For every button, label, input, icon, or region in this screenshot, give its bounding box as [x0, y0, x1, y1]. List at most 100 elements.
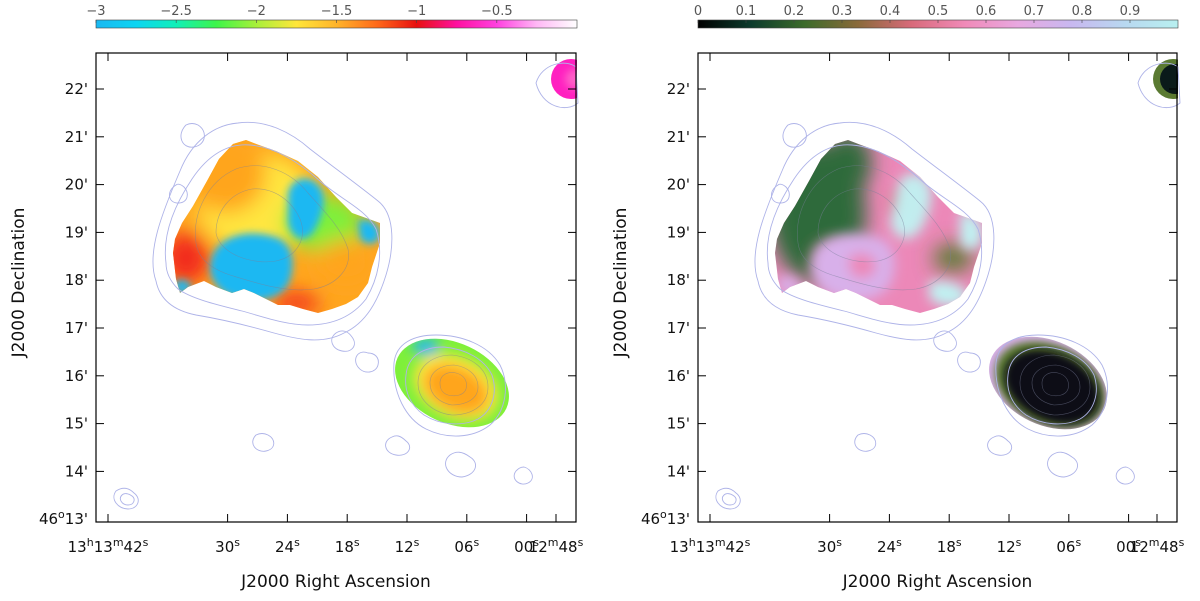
y-tick-label: 17'	[65, 319, 88, 337]
y-tick-label: 15'	[667, 415, 690, 433]
contour-line-inner	[417, 354, 489, 416]
x-tick-unit: m	[548, 536, 559, 549]
plot-frame	[95, 52, 577, 523]
contour-line	[385, 435, 410, 456]
contour-line	[355, 351, 379, 373]
contour-line-inner	[215, 188, 303, 263]
right-map-region-main	[775, 140, 982, 313]
y-tick-label: 14'	[65, 462, 88, 480]
x-tick-value: 13	[94, 538, 113, 556]
contour-line	[1047, 451, 1078, 478]
right-map-region-ellipse	[974, 323, 1122, 448]
x-tick-unit: m	[715, 536, 726, 549]
x-tick-value: 18	[335, 538, 354, 556]
x-tick-unit: s	[143, 536, 149, 549]
x-tick-value: 06	[1056, 538, 1075, 556]
contour-line	[252, 433, 275, 452]
contour-line	[393, 334, 506, 437]
contour-line	[119, 493, 135, 506]
contour-line	[152, 121, 393, 341]
colorbar-tick-label: 0.2	[784, 4, 805, 19]
y-tick-label-first: 46o13'	[39, 508, 88, 528]
contour-line	[169, 183, 188, 204]
contour-line	[957, 351, 981, 373]
x-tick-value: 06	[454, 538, 473, 556]
x-tick-label: 30s	[817, 536, 842, 556]
x-tick-unit: s	[533, 536, 539, 549]
contour-line	[782, 123, 807, 148]
contour-line	[180, 123, 205, 148]
y-tick-label: 22'	[65, 80, 88, 98]
y-tick-label: 14'	[667, 462, 690, 480]
y-tick-label: 15'	[65, 415, 88, 433]
colorbar-tick-label: −0.5	[481, 4, 513, 19]
colorbar-tick-label: 0.6	[976, 4, 997, 19]
x-tick-value: 42	[124, 538, 143, 556]
y-tick-min: 13'	[65, 510, 88, 528]
x-tick-unit: s	[1135, 536, 1141, 549]
contour-line	[771, 183, 790, 204]
colorbar-tick-label: −2	[247, 4, 266, 19]
x-tick-label: 13h13m42s	[68, 536, 149, 556]
y-tick-deg: 46	[641, 510, 660, 528]
y-axis-title: J2000 Declination	[9, 208, 29, 359]
y-tick-label: 20'	[65, 176, 88, 194]
contour-line	[331, 330, 355, 352]
colorbar-tick-label: 0.1	[736, 4, 757, 19]
x-tick-value: 42	[726, 538, 745, 556]
contour-line-inner	[195, 165, 349, 291]
x-tick-value: 48	[558, 538, 577, 556]
colorbar-tick-label: −3	[86, 4, 105, 19]
x-tick-value: 12	[529, 538, 548, 556]
y-tick-label: 16'	[667, 367, 690, 385]
x-tick-label: 00s	[514, 536, 539, 556]
x-tick-value: 12	[395, 538, 414, 556]
contour-line-inner	[817, 188, 905, 263]
axes-right: 13h13m42s 30s 24s 18s 12s 06s 00s12m48s22'21'2…	[611, 53, 1185, 592]
contour-line-inner	[439, 372, 467, 397]
x-axis-title: J2000 Right Ascension	[240, 572, 431, 592]
x-tick-unit: s	[1075, 536, 1081, 549]
x-tick-value: 12	[1130, 538, 1149, 556]
axes-left: 13h13m42s 30s 24s 18s 12s 06s 00s12m48s22'21'2…	[9, 53, 584, 592]
y-tick-label: 20'	[667, 176, 690, 194]
x-tick-label: 13h13m42s	[670, 536, 751, 556]
x-tick-unit: s	[234, 536, 240, 549]
y-tick-label: 21'	[667, 128, 690, 146]
y-tick-label: 16'	[65, 367, 88, 385]
colorbar-tick-label: 0	[694, 4, 702, 19]
y-tick-unit: o	[58, 508, 65, 521]
x-tick-unit: s	[578, 536, 584, 549]
colorbar-tick-label: 0.9	[1120, 4, 1141, 19]
x-tick-value: 24	[877, 538, 896, 556]
contour-line	[766, 144, 983, 326]
colorbar-right: 0 0.1 0.2 0.3 0.4 0.5 0.6 0.7 0.8 0.9	[694, 4, 1179, 29]
y-tick-label-first: 46o13'	[641, 508, 690, 528]
x-tick-value: 30	[817, 538, 836, 556]
x-tick-unit: s	[896, 536, 902, 549]
y-axis-title: J2000 Declination	[611, 208, 631, 359]
y-tick-label: 18'	[65, 271, 88, 289]
x-tick-label: 24s	[275, 536, 300, 556]
x-tick-value: 00	[514, 538, 533, 556]
x-tick-label: 00s	[1116, 536, 1141, 556]
colorbar-tick-label: 0.3	[832, 4, 853, 19]
colorbar-left: −3 −2.5 −2 −1.5 −1 −0.5	[86, 4, 578, 29]
x-tick-value: 13	[68, 538, 87, 556]
x-axis-title: J2000 Right Ascension	[842, 572, 1033, 592]
x-tick-value: 18	[937, 538, 956, 556]
map-left	[113, 59, 579, 510]
y-tick-label: 21'	[65, 128, 88, 146]
x-tick-label: 12s	[997, 536, 1022, 556]
contour-line	[513, 466, 533, 485]
x-tick-label: 12s	[395, 536, 420, 556]
x-tick-value: 00	[1116, 538, 1135, 556]
x-tick-unit: s	[836, 536, 842, 549]
contour-line	[1115, 466, 1135, 485]
contour-line	[933, 330, 957, 352]
y-tick-label: 19'	[667, 223, 690, 241]
x-tick-label: 12m48s	[529, 536, 584, 556]
contour-line-inner	[797, 165, 951, 291]
x-tick-unit: s	[473, 536, 479, 549]
